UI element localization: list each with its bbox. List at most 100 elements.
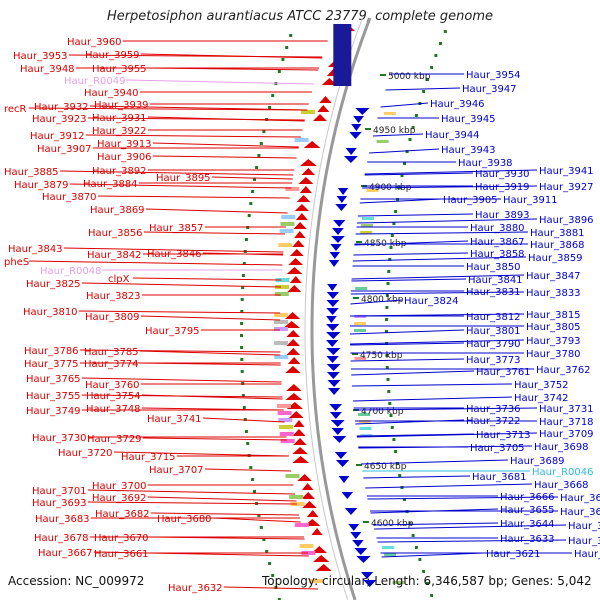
forward-gene-glyph [287,285,302,292]
reverse-gene-glyph [327,380,341,387]
right-gene-label: Haur_3668 [534,480,589,491]
scale-dot [241,286,245,289]
left-leader-line [141,407,284,411]
left-gene-label: Haur_3892 [92,166,147,177]
right-gene-label: Haur_3859 [528,253,583,264]
right-leader-line [364,169,538,175]
right-leader-line [357,213,474,217]
scale-dot [439,42,442,45]
scale-dot [268,106,272,109]
left-leader-line [150,512,300,516]
left-leader-line [28,260,283,266]
right-gene-label: Haur_3812 [466,312,521,323]
scale-dot [240,310,244,313]
scale-dot [388,258,392,261]
right-leader-line [381,552,485,558]
scale-dot [242,406,246,409]
annotation-bar-glyph [279,432,294,436]
right-gene-label: Haur_3780 [526,349,581,360]
left-gene-label: Haur_3680 [157,514,212,525]
right-gene-label: Haur_3850 [466,262,521,273]
scale-dot [249,202,253,205]
reverse-gene-glyph [326,324,340,331]
annotation-bar-glyph [274,355,289,359]
scale-tick-label: 4650 kbp [364,462,407,472]
annotation-bar-glyph [275,278,290,282]
scale-dot [255,166,259,169]
left-leader-line [147,496,297,502]
left-leader-line [204,468,292,472]
annotation-bar-glyph [285,187,300,191]
scale-dot [386,378,390,381]
forward-gene-glyph [301,492,315,499]
right-gene-label: Haur_3718 [539,417,594,428]
left-gene-label: Haur_3879 [14,180,69,191]
forward-gene-glyph [288,411,304,418]
annotation-bar-glyph [285,474,300,478]
left-gene-label: Haur_R0048 [40,266,102,277]
forward-gene-glyph [287,357,301,364]
right-leader-line [374,524,567,530]
right-gene-label: Haur_3847 [526,271,581,282]
reverse-gene-glyph [337,188,349,195]
annotation-bar-glyph [354,357,367,360]
right-leader-line [372,133,424,137]
right-leader-line [355,231,529,235]
forward-gene-glyph [295,213,308,220]
right-leader-line [349,329,465,335]
scale-dot [403,498,406,501]
right-gene-label: Haur_3880 [470,223,525,234]
left-gene-label: Haur_3667 [38,548,93,559]
left-leader-line [152,142,299,148]
left-leader-line [149,536,305,540]
left-gene-label: Haur_3786 [24,346,79,357]
right-gene-label: Haur_3621 [486,549,541,560]
annotation-bar-glyph [382,546,395,549]
reverse-gene-glyph [332,436,347,443]
scale-dot [285,46,289,49]
annotation-bar-glyph [279,425,293,429]
right-leader-line [356,218,538,224]
scale-dot [257,514,261,517]
scale-dot [394,210,398,213]
forward-gene-glyph [289,249,304,256]
scale-dot [249,466,253,469]
right-gene-label: Haur_3833 [526,288,581,299]
left-leader-line [145,208,288,214]
forward-gene-glyph [294,231,306,238]
left-gene-label: Haur_3755 [26,391,81,402]
forward-gene-glyph [294,204,310,211]
left-leader-line [132,277,282,281]
scale-tick-label: 4800 kbp [361,295,404,305]
left-leader-line [78,310,281,314]
left-gene-label: Haur_3846 [147,249,202,260]
left-gene-label: Haur_3869 [90,205,145,216]
right-leader-line [350,291,525,295]
annotation-bar-glyph [358,413,370,416]
left-gene-label: Haur_3715 [121,452,176,463]
scale-dot [389,246,393,249]
left-gene-label: Haur_3906 [97,152,152,163]
right-gene-label: Haur_3761 [476,367,531,378]
right-leader-line [352,396,513,402]
left-leader-line [125,79,315,85]
left-gene-label: Haur_3960 [67,37,122,48]
reverse-gene-glyph [363,580,377,587]
figure-title: Herpetosiphon aurantiacus ATCC 23779, co… [106,9,494,24]
annotation-bar-glyph [274,341,289,345]
scale-dot [240,370,244,373]
right-gene-label: Haur_R0046 [532,467,594,478]
scale-tick-label: 4950 kbp [373,126,416,136]
reverse-gene-glyph [345,148,357,155]
scale-dot [408,138,412,141]
left-leader-line [63,247,284,253]
right-gene-label: Haur_3622 [568,536,600,547]
annotation-bar-glyph [274,313,289,317]
scale-dot [414,546,418,549]
scale-dot [265,550,269,553]
right-leader-line [369,148,440,154]
backbone-arc [310,17,372,600]
left-leader-line [223,586,319,590]
left-gene-label: Haur_3754 [86,391,141,402]
